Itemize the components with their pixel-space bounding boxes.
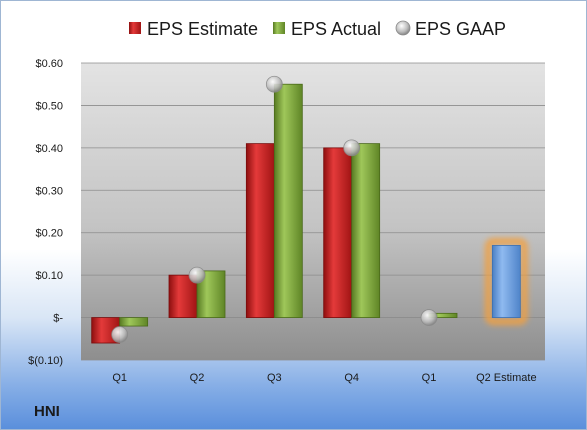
bar-eps-estimate [323, 147, 353, 318]
gaap-markers [111, 75, 438, 343]
x-tick-label: Q2 [190, 372, 205, 384]
y-tick-label: $- [53, 313, 63, 325]
y-tick-label: $0.10 [35, 270, 63, 282]
x-tick-label: Q3 [267, 372, 282, 384]
legend-swatch-eps-estimate [129, 22, 141, 34]
marker-eps-gaap [420, 309, 438, 326]
bar-eps-estimate [245, 143, 275, 318]
legend: EPS Estimate EPS Actual EPS GAAP [129, 19, 506, 39]
y-tick-label: $0.30 [35, 185, 63, 197]
legend-marker-eps-gaap [395, 20, 411, 36]
legend-swatch-eps-actual [273, 22, 285, 34]
ticker-label: HNI [34, 403, 60, 420]
legend-label-eps-estimate: EPS Estimate [147, 19, 258, 39]
marker-eps-gaap [265, 75, 283, 93]
y-tick-label: $0.20 [35, 228, 63, 240]
marker-eps-gaap [343, 139, 361, 157]
legend-label-eps-gaap: EPS GAAP [415, 19, 506, 39]
x-tick-label: Q1 [112, 372, 127, 384]
marker-eps-gaap [111, 326, 129, 343]
bar-eps-actual [119, 317, 149, 327]
y-tick-label: $0.60 [35, 58, 63, 70]
legend-label-eps-actual: EPS Actual [291, 19, 381, 39]
plot-area [81, 63, 545, 360]
bar-eps-actual [273, 83, 303, 318]
y-axis: $0.60 $0.50 $0.40 $0.30 $0.20 $0.10 $- $(0.10) [28, 58, 63, 367]
bar-eps-actual [351, 143, 381, 318]
y-tick-label: $0.50 [35, 100, 63, 112]
estimate-highlight-glow [484, 237, 528, 326]
marker-eps-gaap [188, 266, 206, 284]
bar-eps-actual [196, 270, 226, 318]
x-axis: Q1 Q2 Q3 Q4 Q1 Q2 Estimate [112, 372, 536, 384]
x-tick-label: Q2 Estimate [476, 372, 537, 384]
gridlines [81, 62, 545, 361]
x-tick-label: Q1 [422, 372, 437, 384]
bars [91, 83, 528, 344]
bar-q2-estimate [491, 245, 521, 318]
y-tick-label: $0.40 [35, 143, 63, 155]
x-tick-label: Q4 [344, 372, 359, 384]
y-tick-label: $(0.10) [28, 355, 63, 367]
